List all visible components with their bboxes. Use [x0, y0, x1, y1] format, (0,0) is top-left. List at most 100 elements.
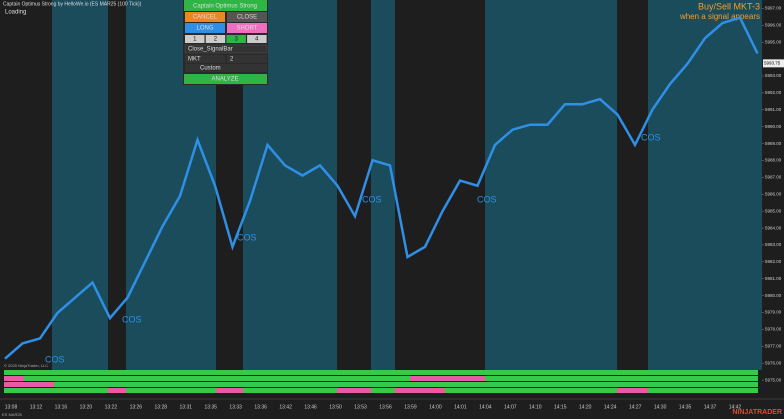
- tab-button[interactable]: [247, 35, 267, 43]
- x-tick-label: 14:24: [604, 404, 617, 410]
- y-tick-label: 5989.00: [765, 141, 782, 146]
- x-tick-label: 13:20: [80, 404, 93, 410]
- x-tick-label: 13:36: [254, 404, 267, 410]
- analyze-label: ANALYZE: [212, 77, 239, 83]
- y-tick-label: 5996.00: [765, 23, 782, 28]
- y-tick-label: 5977.00: [765, 344, 782, 349]
- signal-annotation: COS: [122, 314, 142, 324]
- tab-label: 2: [214, 37, 218, 43]
- y-tick-label: 5978.00: [765, 327, 782, 332]
- x-tick-label: 13:26: [130, 404, 143, 410]
- quantity: 2: [230, 57, 234, 63]
- close-button[interactable]: [227, 12, 267, 22]
- x-tick-label: 14:04: [479, 404, 492, 410]
- y-tick-label: 5990.00: [765, 124, 782, 129]
- instrument: ES MAR25: [2, 412, 23, 417]
- long-label: LONG: [196, 26, 213, 32]
- control-panel: Captain Optimus Strong CANCEL CLOSE LONG…: [183, 0, 268, 85]
- x-tick-label: 13:12: [30, 404, 43, 410]
- last-price-box: [763, 59, 784, 68]
- indicator-rows: [4, 370, 758, 393]
- price-line: [4, 16, 759, 360]
- y-tick-label: 5993.00: [765, 73, 782, 78]
- x-tick-label: 13:42: [279, 404, 292, 410]
- y-tick-label: 5984.00: [765, 225, 782, 230]
- y-tick-label: 5983.00: [765, 242, 782, 247]
- x-tick-label: 13:50: [329, 404, 342, 410]
- y-tick-label: 5981.00: [765, 276, 782, 281]
- x-tick-label: 13:28: [155, 404, 168, 410]
- signal-annotation: COS: [641, 132, 661, 142]
- order-type-select[interactable]: [185, 55, 225, 63]
- signal-annotation: COS: [237, 232, 257, 242]
- order-type: MKT: [188, 57, 201, 63]
- cancel-label: CANCEL: [193, 15, 218, 21]
- x-tick-label: 13:59: [404, 404, 417, 410]
- x-tick-label: 14:42: [729, 404, 742, 410]
- y-tick-label: 5985.00: [765, 208, 782, 213]
- x-tick-label: 13:31: [180, 404, 193, 410]
- tab-button[interactable]: [226, 35, 246, 43]
- y-tick-label: 5982.00: [765, 259, 782, 264]
- sessions: [52, 0, 762, 370]
- x-tick-label: 14:35: [679, 404, 692, 410]
- x-tick-label: 13:33: [229, 404, 242, 410]
- quantity-input[interactable]: [227, 55, 267, 63]
- tab-button[interactable]: [185, 35, 205, 43]
- y-tick-label: 5986.00: [765, 191, 782, 196]
- y-tick-label: 5980.00: [765, 293, 782, 298]
- signal-label: Close_SignalBar: [188, 47, 233, 53]
- x-tick-label: 14:10: [529, 404, 542, 410]
- y-tick-label: 5995.00: [765, 39, 782, 44]
- tab-label: 4: [255, 37, 259, 43]
- tab-label: 3: [234, 37, 238, 43]
- x-tick-label: 13:22: [105, 404, 118, 410]
- y-tick-label: 5976.00: [765, 360, 782, 365]
- note: Buy/Sell MKT-3: [698, 1, 760, 11]
- y-tick-label: 5997.00: [765, 6, 782, 11]
- copyright: © 2025 NinjaTrader, LLC: [4, 363, 48, 368]
- y-tick-label: 5988.00: [765, 158, 782, 163]
- short-label: SHORT: [237, 26, 258, 32]
- cancel-button[interactable]: [185, 12, 225, 22]
- x-tick-label: 13:46: [304, 404, 317, 410]
- x-tick-label: 13:16: [55, 404, 68, 410]
- x-tick-label: 14:37: [704, 404, 717, 410]
- x-tick-label: 14:07: [504, 404, 517, 410]
- last-price-label: 5993.75: [764, 61, 781, 66]
- long-button[interactable]: [185, 23, 225, 33]
- x-tick-label: 13:35: [204, 404, 217, 410]
- panel-title: Captain Optimus Strong: [193, 4, 257, 10]
- y-tick-label: 5992.00: [765, 90, 782, 95]
- status: Loading: [5, 10, 26, 16]
- x-tick-label: 14:00: [429, 404, 442, 410]
- x-tick-label: 13:53: [354, 404, 367, 410]
- y-tick-label: 5987.00: [765, 175, 782, 180]
- y-tick-label: 5979.00: [765, 310, 782, 315]
- x-tick-label: 14:30: [654, 404, 667, 410]
- brand: NINJATRADER: [732, 409, 782, 416]
- mode-select[interactable]: [185, 64, 267, 72]
- signal-annotation: COS: [477, 194, 497, 204]
- price-axis: [762, 0, 784, 400]
- tab-button[interactable]: [205, 35, 226, 43]
- tab-label: 1: [193, 37, 197, 43]
- analyze-button[interactable]: [184, 74, 267, 84]
- signal-annotation: COS: [362, 194, 382, 204]
- x-tick-label: 14:15: [554, 404, 567, 410]
- short-button[interactable]: [227, 23, 267, 33]
- close-label: CLOSE: [237, 15, 257, 21]
- y-tick-label: 5975.00: [765, 377, 782, 382]
- y-tick-label: 5991.00: [765, 107, 782, 112]
- x-tick-label: 13:56: [379, 404, 392, 410]
- x-tick-label: 14:27: [629, 404, 642, 410]
- signal-select[interactable]: [184, 44, 268, 54]
- chart-title: Captain Optimus Strong by HelloWe.io (ES…: [3, 1, 142, 7]
- x-tick-label: 14:01: [454, 404, 467, 410]
- mode: Custom: [200, 66, 221, 72]
- signal-annotation: COS: [45, 354, 65, 364]
- x-tick-label: 13:08: [5, 404, 18, 410]
- x-tick-label: 14:20: [579, 404, 592, 410]
